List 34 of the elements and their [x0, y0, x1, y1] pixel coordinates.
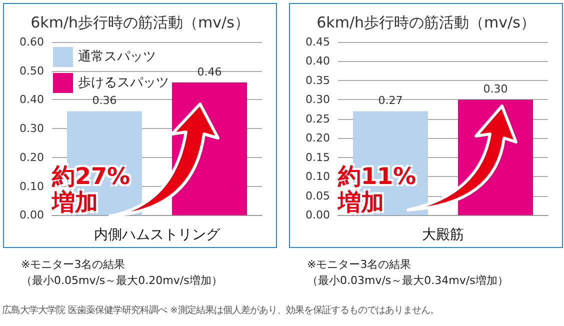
y-tick-label: 0.60	[20, 36, 44, 48]
y-tick-label: 0.35	[306, 74, 330, 87]
y-tick-label: 0.20	[20, 150, 44, 164]
legend-label: 歩けるスパッツ	[78, 76, 169, 90]
data-label: 0.36	[92, 94, 117, 108]
y-tick-label: 0.15	[306, 150, 330, 164]
chart-title: 6km/h歩行時の筋活動（mv/s）	[316, 14, 536, 32]
y-tick-label: 0.40	[20, 93, 44, 106]
text: 広島大学大学院 医歯薬保健学研究科調べ ※測定結果は個人差があり、効果を保証するものではありません。	[2, 304, 439, 317]
text: （最小0.03mv/s～最大0.34mv/s増加）	[307, 273, 508, 289]
y-tick-label: 0.10	[306, 170, 330, 184]
y-tick-label: 0.00	[306, 208, 330, 222]
y-tick-label: 0.05	[306, 189, 330, 202]
y-tick-label: 0.45	[306, 36, 330, 48]
y-tick-label: 0.30	[306, 93, 330, 106]
text: ※モニター3名の結果	[21, 257, 126, 273]
data-label: 0.46	[197, 65, 222, 78]
y-tick-label: 0.25	[306, 112, 330, 126]
y-tick-label: 0.40	[306, 54, 330, 68]
y-tick-label: 0.20	[306, 132, 330, 145]
annotation: 約27% 増加	[52, 164, 130, 216]
text: ※モニター3名の結果	[307, 257, 412, 273]
x-axis-title: 大殿筋	[422, 227, 464, 243]
data-label: 0.27	[378, 94, 403, 108]
data-label: 0.30	[483, 82, 508, 96]
annotation: 約11% 増加	[338, 164, 416, 216]
y-tick-label: 0.50	[20, 64, 44, 78]
text: （最小0.05mv/s～最大0.20mv/s増加）	[21, 273, 222, 289]
y-tick-label: 0.30	[20, 122, 44, 136]
y-tick-label: 0.10	[20, 180, 44, 193]
legend-label: 通常スパッツ	[78, 50, 156, 64]
chart-title: 6km/h歩行時の筋活動（mv/s）	[30, 14, 250, 32]
y-tick-label: 0.00	[20, 208, 44, 222]
x-axis-title: 内側ハムストリング	[94, 227, 221, 243]
